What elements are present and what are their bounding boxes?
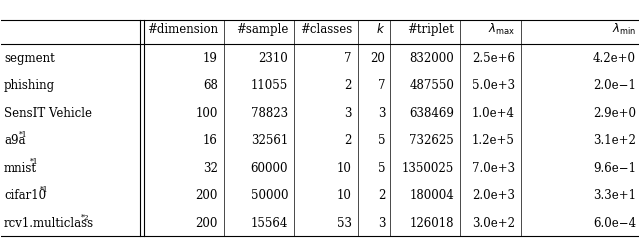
Text: 1.0e+4: 1.0e+4 [472, 107, 515, 120]
Text: #triplet: #triplet [407, 23, 454, 36]
Text: 3: 3 [378, 217, 385, 230]
Text: rcv1.multiclass: rcv1.multiclass [4, 217, 94, 230]
Text: 3.1e+2: 3.1e+2 [593, 134, 636, 147]
Text: 32561: 32561 [251, 134, 288, 147]
Text: 180004: 180004 [410, 189, 454, 202]
Text: *1: *1 [19, 131, 28, 139]
Text: 5.0e+3: 5.0e+3 [472, 79, 515, 92]
Text: 53: 53 [337, 217, 352, 230]
Text: 1350025: 1350025 [402, 162, 454, 175]
Text: *1: *1 [40, 186, 48, 194]
Text: 2.0e−1: 2.0e−1 [593, 79, 636, 92]
Text: 200: 200 [195, 217, 218, 230]
Text: SensIT Vehicle: SensIT Vehicle [4, 107, 92, 120]
Text: 2: 2 [378, 189, 385, 202]
Text: 200: 200 [195, 189, 218, 202]
Text: a9a: a9a [4, 134, 26, 147]
Text: 2.0e+3: 2.0e+3 [472, 189, 515, 202]
Text: 19: 19 [203, 52, 218, 65]
Text: 20: 20 [371, 52, 385, 65]
Text: 5: 5 [378, 134, 385, 147]
Text: *1: *1 [29, 158, 38, 167]
Text: #sample: #sample [236, 23, 288, 36]
Text: 78823: 78823 [251, 107, 288, 120]
Text: 16: 16 [203, 134, 218, 147]
Text: #classes: #classes [300, 23, 352, 36]
Text: segment: segment [4, 52, 54, 65]
Text: 10: 10 [337, 189, 352, 202]
Text: 3: 3 [378, 107, 385, 120]
Text: 1.2e+5: 1.2e+5 [472, 134, 515, 147]
Text: 5: 5 [378, 162, 385, 175]
Text: $\lambda_{\mathrm{max}}$: $\lambda_{\mathrm{max}}$ [488, 22, 515, 37]
Text: 7.0e+3: 7.0e+3 [472, 162, 515, 175]
Text: 9.6e−1: 9.6e−1 [593, 162, 636, 175]
Text: $k$: $k$ [376, 22, 385, 36]
Text: cifar10: cifar10 [4, 189, 46, 202]
Text: mnist: mnist [4, 162, 37, 175]
Text: 15564: 15564 [251, 217, 288, 230]
Text: 68: 68 [203, 79, 218, 92]
Text: 50000: 50000 [251, 189, 288, 202]
Text: 3.3e+1: 3.3e+1 [593, 189, 636, 202]
Text: 732625: 732625 [410, 134, 454, 147]
Text: 6.0e−4: 6.0e−4 [593, 217, 636, 230]
Text: 487550: 487550 [409, 79, 454, 92]
Text: 2: 2 [344, 134, 352, 147]
Text: 3.0e+2: 3.0e+2 [472, 217, 515, 230]
Text: 2310: 2310 [259, 52, 288, 65]
Text: 4.2e+0: 4.2e+0 [593, 52, 636, 65]
Text: 7: 7 [344, 52, 352, 65]
Text: 32: 32 [203, 162, 218, 175]
Text: 126018: 126018 [410, 217, 454, 230]
Text: 638469: 638469 [409, 107, 454, 120]
Text: 2.9e+0: 2.9e+0 [593, 107, 636, 120]
Text: 10: 10 [337, 162, 352, 175]
Text: 60000: 60000 [251, 162, 288, 175]
Text: phishing: phishing [4, 79, 55, 92]
Text: 832000: 832000 [410, 52, 454, 65]
Text: 11055: 11055 [251, 79, 288, 92]
Text: 3: 3 [344, 107, 352, 120]
Text: *2: *2 [81, 214, 89, 221]
Text: $\lambda_{\mathrm{min}}$: $\lambda_{\mathrm{min}}$ [612, 22, 636, 37]
Text: 2.5e+6: 2.5e+6 [472, 52, 515, 65]
Text: 100: 100 [195, 107, 218, 120]
Text: 7: 7 [378, 79, 385, 92]
Text: #dimension: #dimension [147, 23, 218, 36]
Text: 2: 2 [344, 79, 352, 92]
